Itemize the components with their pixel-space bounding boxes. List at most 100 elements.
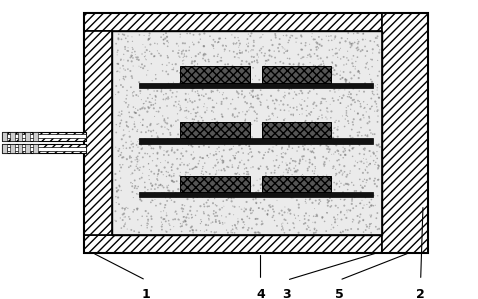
- Point: [221, 84, 229, 89]
- Point: [272, 158, 280, 162]
- Point: [127, 172, 135, 177]
- Point: [160, 97, 167, 102]
- Point: [304, 127, 311, 132]
- Point: [130, 208, 138, 212]
- Point: [287, 84, 294, 89]
- Point: [270, 192, 278, 197]
- Point: [369, 64, 376, 69]
- Point: [298, 34, 305, 39]
- Point: [258, 182, 265, 187]
- Point: [236, 141, 243, 146]
- Point: [202, 52, 209, 57]
- Point: [302, 201, 310, 205]
- Point: [119, 155, 126, 160]
- Point: [342, 139, 350, 144]
- Point: [228, 33, 236, 37]
- Point: [144, 217, 152, 222]
- Point: [158, 220, 165, 225]
- Point: [333, 158, 341, 163]
- Point: [185, 48, 193, 53]
- Point: [309, 169, 316, 173]
- Point: [120, 211, 128, 216]
- Point: [261, 66, 268, 71]
- Point: [191, 99, 199, 103]
- Point: [243, 172, 250, 177]
- Point: [137, 142, 145, 147]
- Point: [214, 177, 221, 182]
- Point: [236, 50, 243, 55]
- Point: [289, 112, 297, 117]
- Point: [284, 40, 292, 45]
- Point: [337, 46, 344, 51]
- Point: [256, 231, 264, 235]
- Point: [155, 135, 163, 140]
- Point: [278, 44, 286, 49]
- Point: [264, 58, 272, 62]
- Point: [145, 33, 153, 38]
- Point: [115, 90, 122, 94]
- Point: [172, 62, 180, 67]
- Point: [304, 166, 312, 171]
- Point: [220, 76, 228, 80]
- Point: [125, 165, 133, 170]
- Point: [168, 198, 175, 203]
- Point: [243, 42, 250, 47]
- Point: [218, 194, 226, 199]
- Point: [296, 65, 304, 70]
- Point: [300, 222, 308, 226]
- Point: [151, 114, 158, 119]
- Point: [277, 79, 285, 84]
- Point: [230, 196, 238, 200]
- Point: [348, 76, 355, 81]
- Point: [304, 53, 312, 58]
- Point: [329, 131, 337, 135]
- Point: [260, 133, 267, 138]
- Point: [313, 91, 320, 96]
- Point: [343, 208, 350, 213]
- Point: [129, 45, 136, 50]
- Point: [213, 158, 220, 162]
- Point: [360, 152, 368, 157]
- Point: [117, 176, 124, 181]
- Point: [133, 206, 141, 211]
- Point: [252, 216, 260, 221]
- Point: [124, 124, 132, 129]
- Point: [304, 96, 312, 100]
- Point: [211, 174, 218, 179]
- Point: [229, 68, 237, 72]
- Point: [189, 228, 197, 233]
- Point: [355, 70, 363, 74]
- Point: [203, 126, 210, 131]
- Point: [216, 66, 223, 71]
- Point: [201, 58, 209, 63]
- Point: [240, 167, 248, 171]
- Point: [259, 77, 267, 82]
- Point: [158, 89, 165, 94]
- Point: [164, 40, 172, 45]
- Point: [114, 113, 122, 118]
- Point: [163, 126, 171, 131]
- Point: [336, 48, 343, 52]
- Point: [296, 218, 304, 223]
- Point: [374, 92, 381, 97]
- Point: [147, 187, 155, 191]
- Point: [366, 200, 374, 205]
- Point: [341, 117, 349, 121]
- Point: [160, 148, 168, 153]
- Point: [337, 197, 345, 202]
- Point: [198, 156, 206, 161]
- Point: [259, 122, 266, 127]
- Point: [119, 162, 127, 167]
- Point: [189, 140, 197, 144]
- Point: [245, 135, 252, 140]
- Point: [185, 68, 192, 72]
- Point: [346, 80, 353, 85]
- Point: [195, 93, 203, 98]
- Point: [145, 143, 153, 147]
- Point: [212, 163, 219, 168]
- Point: [146, 92, 154, 97]
- Point: [200, 78, 208, 83]
- Point: [273, 70, 281, 74]
- Point: [149, 158, 156, 163]
- Point: [324, 176, 332, 181]
